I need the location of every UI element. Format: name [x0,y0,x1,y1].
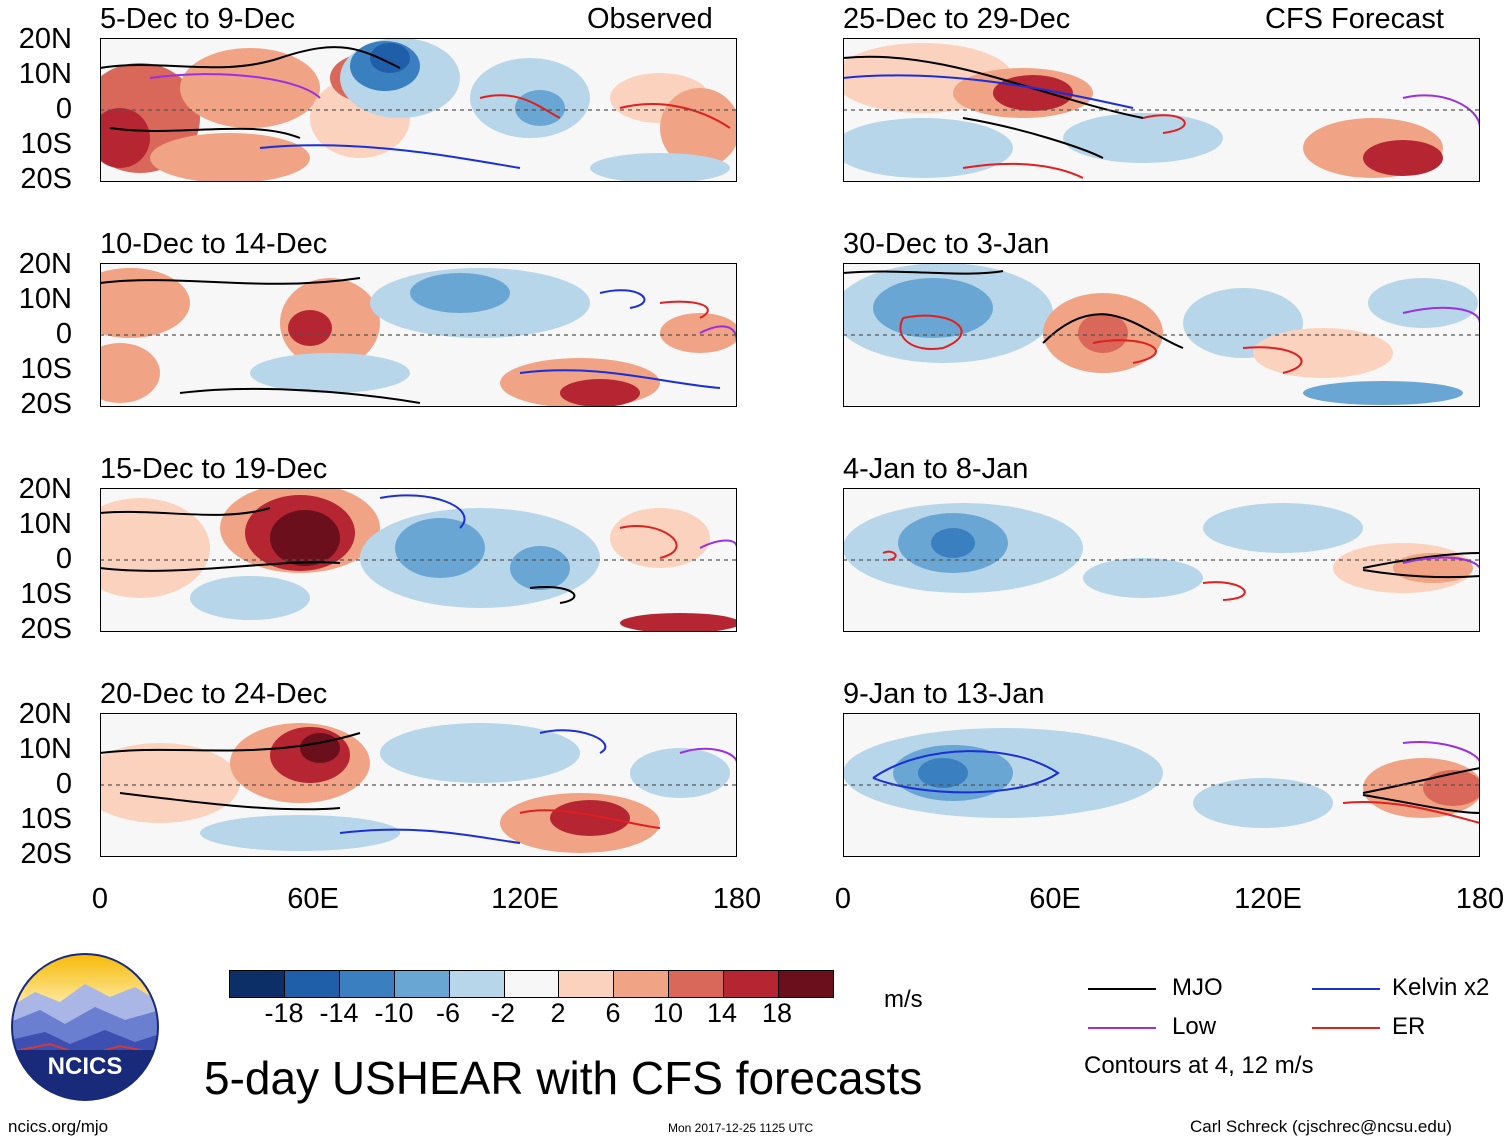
figure-title: 5-day USHEAR with CFS forecasts [204,1052,923,1104]
lon-label: 60E [287,883,339,915]
colorbar-tick-label: -18 [264,998,304,1028]
colorbar-swatch [723,971,779,997]
lat-label: 10N [18,508,72,540]
colorbar-swatch [668,971,724,997]
colorbar [229,970,834,998]
colorbar-tick-label: -2 [490,998,516,1028]
colorbar-swatch [778,971,833,997]
map-panel-obs-2 [100,263,737,407]
panel-title-fc-1: 25-Dec to 29-Dec [843,3,1071,35]
legend-line-low [1088,1027,1156,1029]
colorbar-swatch [448,971,504,997]
lat-label: 20S [20,388,72,420]
lat-label: 20N [18,473,72,505]
legend-label-kelvin: Kelvin x2 [1392,974,1490,1001]
map-panel-obs-1 [100,38,737,182]
colorbar-swatch [230,971,284,997]
units-label: m/s [884,986,923,1013]
legend-label-low: Low [1172,1013,1217,1040]
lon-label: 60E [1029,883,1081,915]
colorbar-tick-label: 14 [706,998,738,1028]
colorbar-tick-label: 6 [605,998,621,1028]
panel-title-fc-2: 30-Dec to 3-Jan [843,228,1050,260]
panel-title-fc-4: 9-Jan to 13-Jan [843,678,1045,710]
lat-label: 10N [18,733,72,765]
lat-label: 20S [20,613,72,645]
colorbar-swatch [558,971,614,997]
map-panel-fc-4 [843,713,1480,857]
footer-link[interactable]: ncics.org/mjo [8,1117,109,1136]
colorbar-tick-label: -10 [374,998,414,1028]
lat-label: 10S [20,128,72,160]
panel-title-obs-3: 15-Dec to 19-Dec [100,453,328,485]
panel-title-fc-3: 4-Jan to 8-Jan [843,453,1029,485]
lon-label: 120E [1234,883,1302,915]
colorbar-swatch [503,971,559,997]
map-panel-obs-3 [100,488,737,632]
lon-label: 120E [491,883,559,915]
lat-label: 10N [18,283,72,315]
lat-label: 0 [55,543,72,575]
panel-title-obs-2: 10-Dec to 14-Dec [100,228,328,260]
footer-author: Carl Schreck (cjschrec@ncsu.edu) [1190,1117,1452,1136]
legend-label-mjo: MJO [1172,974,1223,1001]
colorbar-swatch [283,971,339,997]
contour-note: Contours at 4, 12 m/s [1084,1052,1314,1079]
lon-label: 180 [1455,883,1505,915]
lat-label: 20N [18,698,72,730]
map-panel-fc-1 [843,38,1480,182]
logo-text: NCICS [48,1053,123,1080]
lat-label: 10N [18,58,72,90]
map-panel-obs-4 [100,713,737,857]
legend-label-er: ER [1392,1013,1426,1040]
footer-timestamp: Mon 2017-12-25 1125 UTC [668,1121,814,1135]
lat-label: 0 [55,768,72,800]
lat-label: 10S [20,803,72,835]
colorbar-swatch [338,971,394,997]
colorbar-tick-label: 2 [550,998,566,1028]
lon-label: 0 [834,883,852,915]
panel-title-obs-1: 5-Dec to 9-Dec [100,3,296,35]
lat-label: 10S [20,578,72,610]
lat-label: 0 [55,318,72,350]
ncics-logo: NCICS [11,953,159,1101]
observed-label: Observed [587,3,713,35]
forecast-label: CFS Forecast [1265,3,1444,35]
lat-label: 20N [18,23,72,55]
legend-line-er [1312,1027,1380,1029]
lon-label: 0 [91,883,109,915]
colorbar-tick-label: 10 [652,998,684,1028]
colorbar-tick-label: 18 [761,998,793,1028]
lat-label: 10S [20,353,72,385]
legend-line-mjo [1088,988,1156,990]
colorbar-swatch [393,971,449,997]
lat-label: 20N [18,248,72,280]
colorbar-swatch [613,971,669,997]
colorbar-tick-label: -6 [435,998,461,1028]
map-panel-fc-3 [843,488,1480,632]
lon-label: 180 [712,883,762,915]
colorbar-tick-label: -14 [319,998,359,1028]
map-panel-fc-2 [843,263,1480,407]
lat-label: 0 [55,93,72,125]
legend-line-kelvin [1312,988,1380,990]
panel-title-obs-4: 20-Dec to 24-Dec [100,678,328,710]
lat-label: 20S [20,838,72,870]
lat-label: 20S [20,163,72,195]
